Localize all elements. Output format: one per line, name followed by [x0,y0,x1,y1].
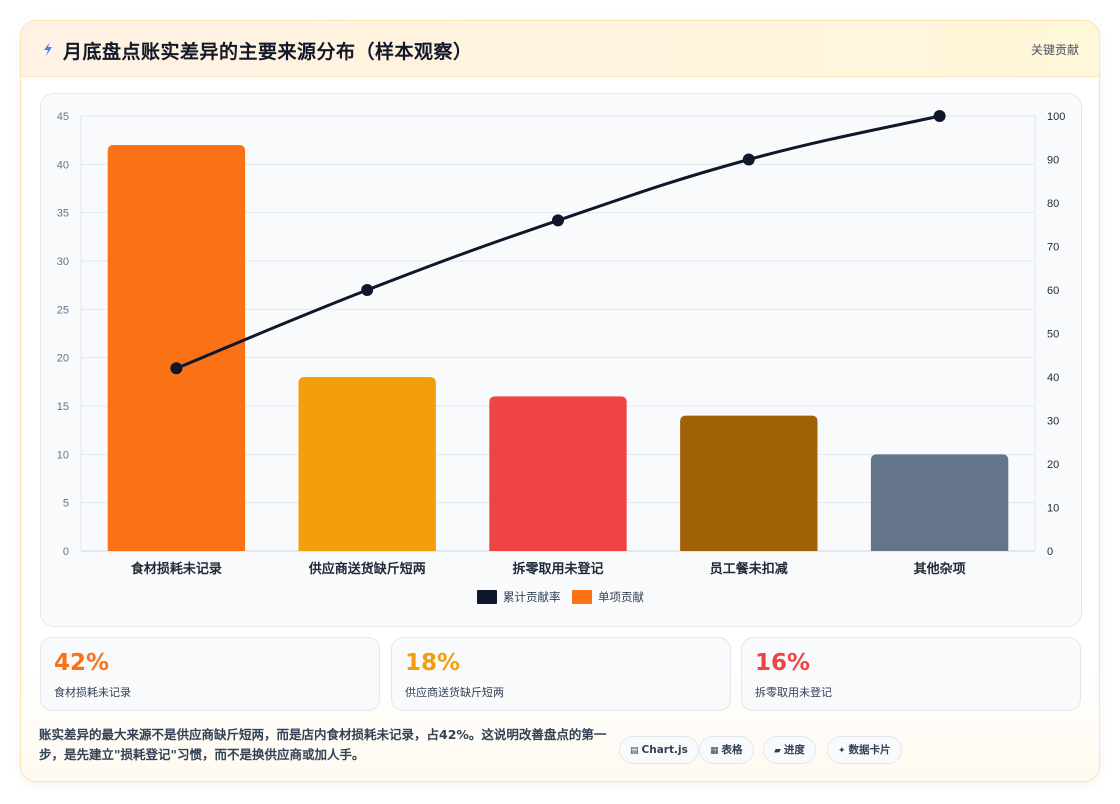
stat-value: 42% [54,650,110,676]
y-tick-label: 30 [57,256,69,268]
y-tick-label: 40 [57,159,69,171]
tag-label: 表格 [721,744,743,756]
legend-label: 单项贡献 [598,590,644,604]
tag-chartjs[interactable]: ▤ Chart.js [619,736,699,764]
tag-table[interactable]: ▦ 表格 [699,736,754,764]
cumulative-point [552,214,564,227]
stat-label: 食材损耗未记录 [54,686,131,699]
x-tick-label: 拆零取用未登记 [512,561,603,577]
y-tick-label: 45 [57,111,69,123]
y2-tick-label: 30 [1047,416,1059,428]
cumulative-point [170,362,183,375]
x-tick-label: 供应商送货缺斤短两 [308,561,426,577]
cumulative-line [175,114,940,370]
legend-label: 累计贡献率 [503,590,561,604]
stat-value: 18% [405,650,461,676]
chart-card: 月底盘点账实差异的主要来源分布（样本观察） 关键贡献 0 5 10 15 20 25 30 3… [20,20,1100,782]
stat-value: 16% [755,650,811,676]
bar [298,377,436,551]
y2-tick-label: 70 [1047,242,1059,254]
y2-tick-label: 80 [1047,198,1059,210]
legend-swatch-bars [572,590,592,604]
stat-label: 拆零取用未登记 [755,686,832,699]
y2-tick-label: 50 [1047,329,1059,341]
x-tick-label: 食材损耗未记录 [131,561,222,577]
tag-label: Chart.js [641,744,688,756]
table-icon: ▦ [710,746,719,756]
bar [489,396,627,551]
bar [680,415,818,551]
bar [870,454,1009,551]
chart-container: 0 5 10 15 20 25 30 35 40 45 0 10 20 30 40 50 60 70 80 90 100… [40,93,1082,627]
bar [107,145,246,551]
y2-tick-label: 10 [1047,503,1059,515]
x-tick-label: 其他杂项 [914,561,966,577]
cumulative-point [933,110,946,122]
stat-card-2: 18% 供应商送货缺斤短两 [391,637,731,711]
lightning-icon [44,42,52,56]
cumulative-point [361,284,374,296]
stat-card-1: 42% 食材损耗未记录 [40,637,380,711]
y2-tick-label: 90 [1047,155,1059,167]
y-tick-label: 0 [63,546,69,558]
tag-progress[interactable]: ▰ 进度 [763,736,816,764]
x-tick-label: 员工餐未扣减 [710,561,788,577]
pareto-chart: 0 5 10 15 20 25 30 35 40 45 0 10 20 30 40 50 60 70 80 90 100… [57,110,1065,604]
card-header: 月底盘点账实差异的主要来源分布（样本观察） 关键贡献 [21,21,1099,77]
cumulative-point [742,153,755,166]
progress-icon: ▰ [774,746,781,756]
y2-tick-label: 20 [1047,459,1059,471]
y-tick-label: 35 [57,208,69,220]
tag-data-card[interactable]: ✦ 数据卡片 [827,736,902,764]
y-tick-label: 10 [57,449,69,461]
y-tick-label: 15 [57,401,69,413]
page-title: 月底盘点账实差异的主要来源分布（样本观察） [63,41,473,63]
stat-label: 供应商送货缺斤短两 [405,686,504,699]
chart-icon: ▤ [630,746,639,756]
y2-tick-label: 100 [1047,111,1065,123]
y2-tick-label: 60 [1047,285,1059,297]
tag-label: 进度 [783,744,805,756]
stat-card-3: 16% 拆零取用未登记 [741,637,1081,711]
key-contribution-badge: 关键贡献 [1030,43,1079,57]
y-tick-label: 20 [57,353,69,365]
y2-tick-label: 0 [1047,546,1053,558]
tag-label: 数据卡片 [848,744,891,756]
y-tick-label: 25 [57,304,69,316]
y2-tick-label: 40 [1047,372,1059,384]
summary-text: 账实差异的最大来源不是供应商缺斤短两，而是店内食材损耗未记录，占42%。这说明改… [39,727,607,762]
y-tick-label: 5 [63,498,69,510]
legend-swatch-cumulative [477,590,497,604]
sparkle-icon: ✦ [838,746,846,756]
